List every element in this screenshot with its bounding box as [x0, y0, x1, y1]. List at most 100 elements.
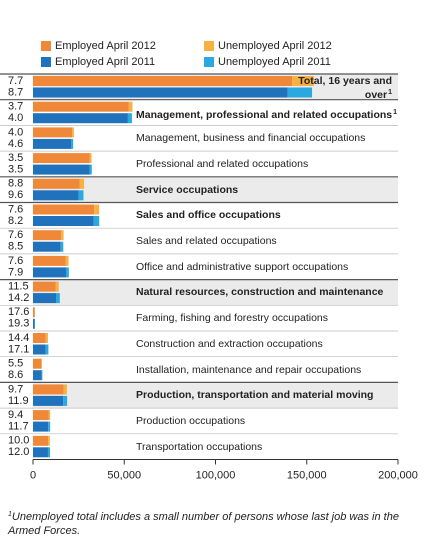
legend-swatch — [41, 41, 51, 51]
bar — [48, 410, 51, 421]
bar — [33, 138, 72, 149]
legend-swatch — [204, 41, 214, 51]
rate-label: 8.8 — [8, 178, 23, 190]
bar — [33, 267, 67, 278]
bar — [79, 178, 85, 189]
category-text: Installation, maintenance and repair occ… — [136, 363, 362, 376]
bar — [33, 358, 42, 369]
rate-label: 7.6 — [8, 203, 23, 215]
category-label: Professional and related occupations — [136, 158, 308, 170]
bar — [33, 410, 49, 421]
category-label: Production, transportation and material … — [136, 389, 373, 401]
legend-swatch — [204, 57, 214, 67]
rate-label: 17.6 — [8, 306, 29, 318]
bar — [33, 293, 56, 304]
x-tick-label: 0 — [30, 469, 36, 481]
rate-label: 7.9 — [8, 266, 23, 278]
bar — [33, 307, 35, 318]
rate-label: 9.6 — [8, 189, 23, 201]
bar — [63, 395, 68, 406]
category-label: Construction and extraction occupations — [136, 338, 323, 350]
bar — [48, 421, 51, 432]
category-note: 1 — [393, 108, 398, 116]
rate-label: 19.3 — [8, 318, 29, 330]
bar — [61, 230, 64, 241]
rate-label: 7.6 — [8, 229, 23, 241]
bar — [41, 370, 43, 381]
category-label: Office and administrative support occupa… — [136, 261, 348, 273]
bar — [55, 293, 60, 304]
bar — [33, 241, 61, 252]
category-text: Production, transportation and material … — [136, 389, 374, 402]
row-shade — [33, 382, 398, 409]
x-tick-label: 50,000 — [107, 469, 141, 481]
rate-label: 12.0 — [8, 446, 29, 458]
bar — [48, 435, 50, 446]
bar — [93, 216, 100, 226]
bar — [66, 267, 69, 278]
bar — [89, 164, 92, 175]
rate-label: 4.6 — [8, 138, 23, 150]
bar — [33, 76, 293, 86]
bar — [33, 281, 56, 292]
category-label: Sales and related occupations — [136, 235, 277, 247]
bar — [292, 76, 314, 86]
category-note: 1 — [388, 89, 392, 96]
legend-label: Unemployed April 2012 — [218, 40, 332, 52]
legend-label: Employed April 2012 — [55, 40, 156, 52]
rate-label: 10.0 — [8, 435, 29, 447]
x-tick-label: 100,000 — [196, 469, 236, 481]
x-tick-label: 150,000 — [287, 469, 327, 481]
category-label: Management, business and financial occup… — [136, 132, 365, 144]
category-text: Farming, fishing and forestry occupation… — [136, 312, 329, 325]
category-label: Management, professional and related occ… — [136, 107, 397, 121]
bar — [33, 178, 80, 189]
bar — [63, 384, 67, 395]
bar — [127, 113, 132, 124]
bar — [71, 138, 74, 149]
bar — [33, 87, 288, 98]
row-shade — [33, 176, 398, 203]
bar — [94, 204, 100, 215]
bar — [33, 370, 42, 381]
rate-label: 7.6 — [8, 255, 23, 267]
bar — [287, 87, 313, 98]
category-text: Service occupations — [136, 183, 239, 196]
bar — [33, 153, 90, 164]
bar — [33, 333, 46, 343]
bar — [33, 384, 64, 395]
bar — [78, 190, 84, 201]
footnote-text: Unemployed total includes a small number… — [8, 511, 399, 537]
category-label: Production occupations — [136, 415, 245, 427]
rate-label: 8.5 — [8, 241, 23, 253]
bar — [33, 127, 73, 138]
category-text: Sales and office occupations — [136, 209, 281, 222]
category-text: Management, business and financial occup… — [136, 132, 366, 145]
bar — [65, 255, 69, 266]
rate-label: 4.0 — [8, 112, 23, 124]
bar — [33, 216, 94, 226]
rate-label: 11.5 — [8, 281, 29, 293]
category-text: Construction and extraction occupations — [136, 337, 323, 350]
bar — [33, 395, 64, 406]
legend-label: Employed April 2011 — [55, 56, 155, 68]
footnote: 1Unemployed total includes a small numbe… — [8, 508, 428, 538]
category-label: Farming, fishing and forestry occupation… — [136, 312, 328, 324]
chart: Employed April 2012 Unemployed April 2012… — [0, 40, 418, 481]
rate-label: 4.0 — [8, 126, 23, 138]
bar — [60, 241, 64, 252]
bar — [89, 153, 92, 164]
category-label: Natural resources, construction and main… — [136, 286, 383, 298]
rate-label: 9.4 — [8, 409, 23, 421]
rate-label: 14.4 — [8, 332, 29, 344]
legend-swatch — [41, 57, 51, 67]
category-label: Service occupations — [136, 184, 238, 196]
rate-label: 7.7 — [8, 75, 23, 87]
category-text: Office and administrative support occupa… — [136, 260, 349, 273]
bar — [33, 435, 49, 446]
legend-label: Unemployed April 2011 — [218, 56, 331, 68]
bar — [33, 344, 46, 355]
bar — [33, 204, 95, 215]
rate-label: 11.7 — [8, 421, 29, 433]
bar — [55, 281, 59, 292]
